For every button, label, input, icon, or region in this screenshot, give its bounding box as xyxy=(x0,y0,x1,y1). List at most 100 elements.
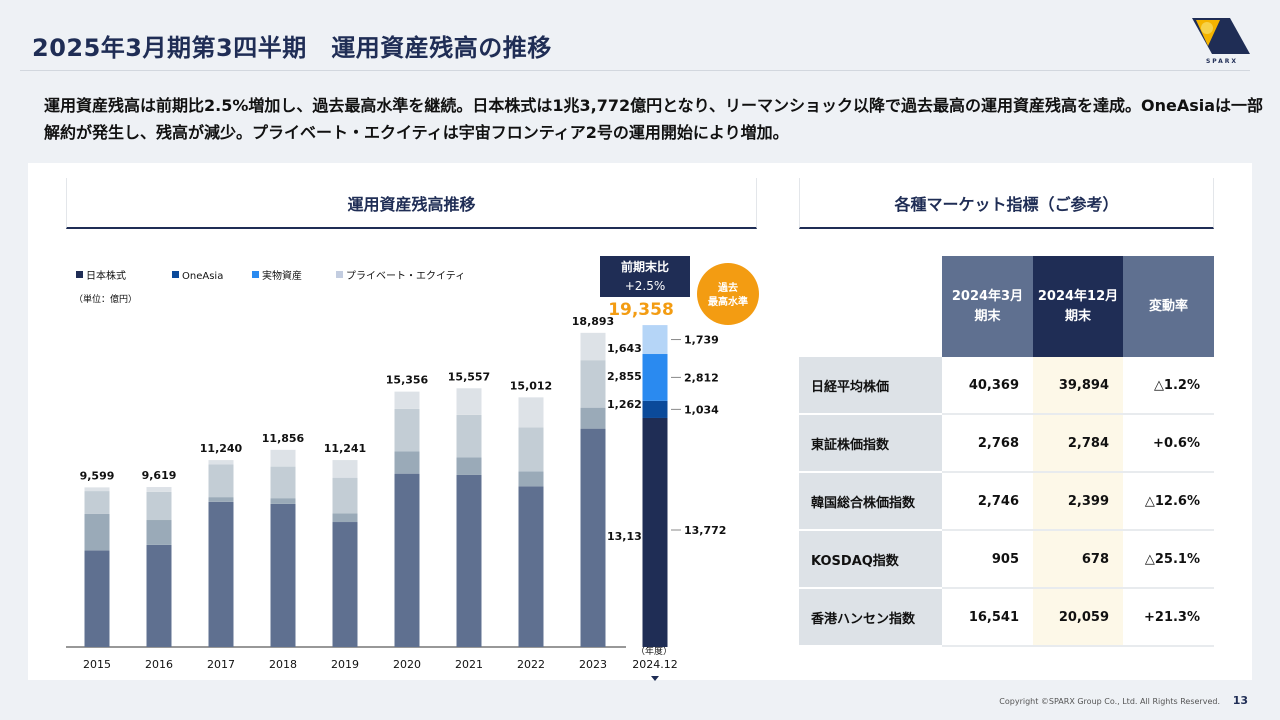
table-row: 東証株価指数 2,768 2,784 +0.6% xyxy=(799,415,1214,473)
bar-segment xyxy=(270,503,296,647)
table-row: 香港ハンセン指数 16,541 20,059 +21.3% xyxy=(799,589,1214,647)
bar-segment xyxy=(580,360,606,408)
callout-line2: +2.5% xyxy=(625,279,666,293)
legend-swatch xyxy=(252,271,259,278)
legend-swatch xyxy=(76,271,83,278)
bar-segment xyxy=(146,544,172,647)
bar-segment xyxy=(394,473,420,647)
total-label: 9,599 xyxy=(80,469,115,482)
badge-text: 最高水準 xyxy=(708,295,748,308)
x-tick-label: 2017 xyxy=(207,658,235,671)
bar-segment xyxy=(642,400,668,418)
bar-segment xyxy=(580,332,606,361)
table-row: KOSDAQ指数 905 678 △25.1% xyxy=(799,531,1214,589)
segment-label: 1,034 xyxy=(684,403,719,416)
bar-segment xyxy=(208,460,234,465)
total-label: 11,240 xyxy=(200,442,243,455)
row-label: KOSDAQ指数 xyxy=(799,531,942,589)
copyright: Copyright ©SPARX Group Co., Ltd. All Rig… xyxy=(999,697,1220,706)
bar-segment xyxy=(580,428,606,647)
value-change: △25.1% xyxy=(1123,531,1214,589)
callout-line1: 前期末比 xyxy=(621,259,669,274)
col-header-dec: 2024年12月 期末 xyxy=(1033,256,1123,357)
sparx-logo: SPARX xyxy=(1192,18,1250,64)
bar-segment xyxy=(84,491,110,514)
bar-segment xyxy=(332,477,358,514)
x-tick-label: 2021 xyxy=(455,658,483,671)
legend-label: プライベート・エクイティ xyxy=(346,270,465,282)
chart-section-title: 運用資産残高推移 xyxy=(66,178,757,229)
record-high-badge xyxy=(697,263,759,325)
bar-segment xyxy=(332,522,358,647)
badge-text: 過去 xyxy=(717,281,738,294)
total-label: 18,893 xyxy=(572,315,614,328)
down-triangle-icon xyxy=(651,676,659,681)
callout-box xyxy=(600,256,690,297)
value-mar: 40,369 xyxy=(942,357,1033,415)
segment-label: 2,812 xyxy=(684,371,719,384)
segment-label: 1,262 xyxy=(607,398,642,411)
segment-label: 1,643 xyxy=(607,342,642,355)
bar-segment xyxy=(580,407,606,429)
unit-label: （単位：億円） xyxy=(74,293,137,305)
bar-segment xyxy=(208,501,234,647)
value-change: +0.6% xyxy=(1123,415,1214,473)
value-mar: 2,746 xyxy=(942,473,1033,531)
value-dec: 678 xyxy=(1033,531,1123,589)
x-axis-label: （年度） xyxy=(636,645,672,657)
bar-segment xyxy=(456,388,482,415)
value-mar: 16,541 xyxy=(942,589,1033,647)
bar-segment xyxy=(84,487,110,492)
bar-segment xyxy=(456,474,482,647)
market-index-table: 2024年3月 期末 2024年12月 期末 変動率 日経平均株価 40,369 3… xyxy=(799,256,1214,647)
x-tick-label: 2024.12 xyxy=(632,658,678,671)
svg-text:SPARX: SPARX xyxy=(1206,58,1238,64)
col-header-mar: 2024年3月 期末 xyxy=(942,256,1033,357)
legend-label: 日本株式 xyxy=(86,269,126,282)
x-tick-label: 2016 xyxy=(145,658,173,671)
page-title: 2025年3月期第3四半期 運用資産残高の推移 xyxy=(32,34,552,62)
bar-segment xyxy=(208,497,234,502)
bar-segment xyxy=(270,466,296,499)
total-label: 15,012 xyxy=(510,379,552,392)
bar-segment xyxy=(518,397,544,428)
total-label-highlight: 19,358 xyxy=(608,300,674,320)
value-dec: 39,894 xyxy=(1033,357,1123,415)
bar-segment xyxy=(84,513,110,551)
x-tick-label: 2022 xyxy=(517,658,545,671)
bar-segment xyxy=(642,417,668,647)
bar-segment xyxy=(332,513,358,523)
bar-segment xyxy=(84,550,110,647)
x-tick-label: 2023 xyxy=(579,658,607,671)
bar-segment xyxy=(270,449,296,467)
value-change: +21.3% xyxy=(1123,589,1214,647)
bar-segment xyxy=(456,414,482,458)
row-label: 韓国総合株価指数 xyxy=(799,473,942,531)
page-number: 13 xyxy=(1232,694,1248,707)
segment-label: 1,739 xyxy=(684,334,719,347)
x-tick-label: 2019 xyxy=(331,658,359,671)
table-row: 韓国総合株価指数 2,746 2,399 △12.6% xyxy=(799,473,1214,531)
total-label: 11,856 xyxy=(262,432,305,445)
bar-segment xyxy=(146,520,172,545)
x-tick-label: 2020 xyxy=(393,658,421,671)
bar-segment xyxy=(518,427,544,472)
col-header-change: 変動率 xyxy=(1123,256,1214,357)
summary-text: 運用資産残高は前期比2.5%増加し、過去最高水準を継続。日本株式は1兆3,772… xyxy=(44,96,1264,142)
aum-stacked-bar-chart: 日本株式 OneAsia 実物資産 プライベート・エクイティ（単位：億円）（年度）20… xyxy=(66,256,759,681)
value-dec: 2,784 xyxy=(1033,415,1123,473)
legend-label: OneAsia xyxy=(182,271,223,282)
segment-label: 2,855 xyxy=(607,370,642,383)
bar-segment xyxy=(208,464,234,498)
value-mar: 905 xyxy=(942,531,1033,589)
segment-label: 13,772 xyxy=(684,524,726,537)
bar-segment xyxy=(394,408,420,452)
bar-segment xyxy=(270,498,296,504)
legend-swatch xyxy=(172,271,179,278)
bar-segment xyxy=(146,487,172,492)
table-row: 日経平均株価 40,369 39,894 △1.2% xyxy=(799,357,1214,415)
bar-segment xyxy=(642,354,668,401)
bar-segment xyxy=(642,325,668,355)
total-label: 15,557 xyxy=(448,370,490,383)
bar-segment xyxy=(518,486,544,647)
